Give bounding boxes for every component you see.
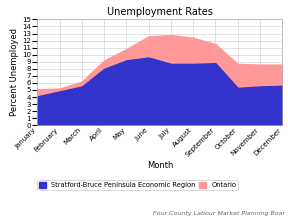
X-axis label: Month: Month xyxy=(147,161,173,170)
Y-axis label: Percent Unemployed: Percent Unemployed xyxy=(10,28,19,116)
Legend: Stratford-Bruce Peninsula Economic Region, Ontario: Stratford-Bruce Peninsula Economic Regio… xyxy=(37,180,238,190)
Title: Unemployment Rates: Unemployment Rates xyxy=(107,7,213,17)
Text: Four County Labour Market Planning Boar: Four County Labour Market Planning Boar xyxy=(153,211,285,216)
